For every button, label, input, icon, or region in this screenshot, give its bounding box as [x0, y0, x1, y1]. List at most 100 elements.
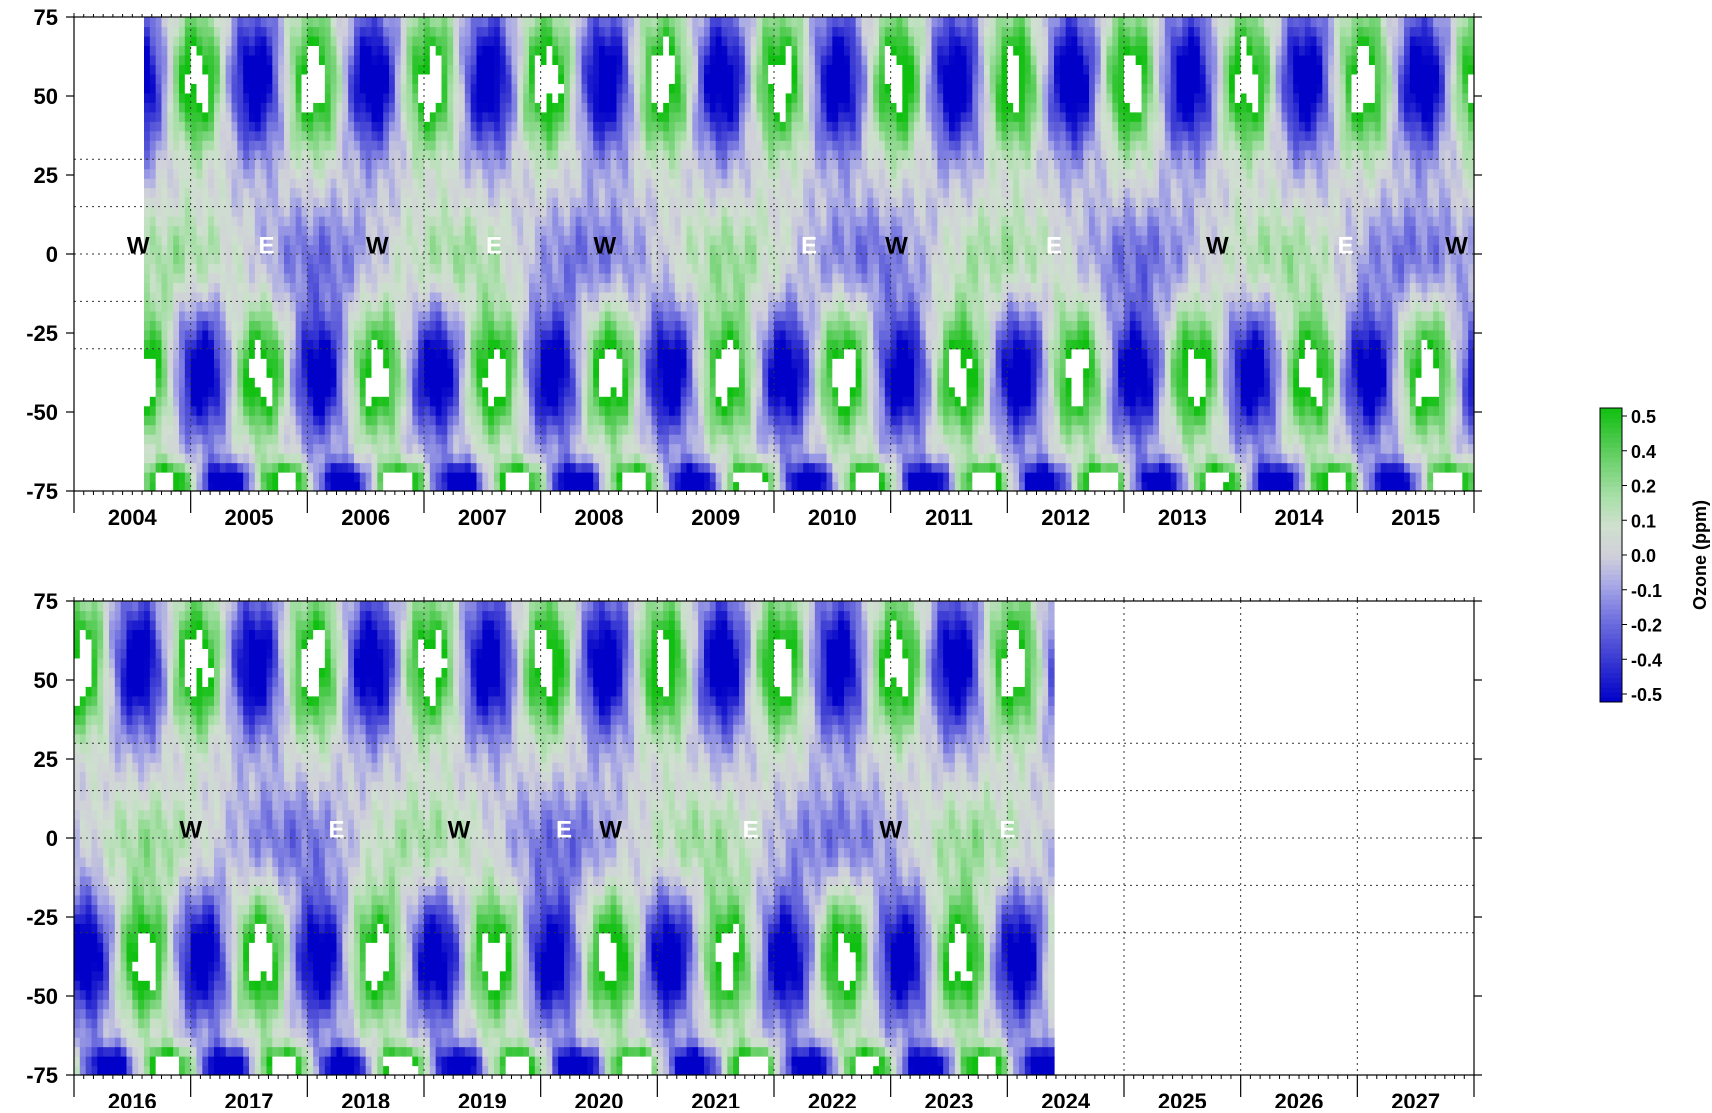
heatmap-cell	[447, 405, 454, 416]
heatmap-cell	[686, 405, 693, 416]
heatmap-cell	[184, 111, 192, 122]
heatmap-cell	[616, 35, 623, 47]
heatmap-cell	[313, 225, 320, 236]
heatmap-cell	[441, 235, 448, 246]
heatmap-cell	[447, 26, 454, 37]
heatmap-cell	[214, 282, 221, 293]
heatmap-cell	[470, 434, 478, 445]
heatmap-cell	[284, 424, 291, 435]
heatmap-cell	[394, 216, 402, 227]
heatmap-cell	[295, 415, 303, 426]
heatmap-cell	[377, 358, 384, 369]
heatmap-cell	[214, 481, 221, 491]
heatmap-cell	[464, 329, 472, 340]
heatmap-cell	[202, 187, 209, 198]
heatmap-cell	[208, 17, 215, 28]
heatmap-cell	[284, 206, 291, 217]
heatmap-cell	[552, 178, 559, 189]
heatmap-cell	[167, 92, 174, 103]
heatmap-cell	[464, 424, 472, 435]
heatmap-cell	[459, 64, 466, 75]
heatmap-cell	[289, 310, 297, 321]
heatmap-cell	[505, 140, 513, 151]
heatmap-cell	[534, 310, 542, 321]
heatmap-cell	[161, 111, 168, 122]
heatmap-cell	[663, 472, 670, 483]
heatmap-cell	[144, 310, 151, 321]
heatmap-cell	[406, 54, 413, 65]
heatmap-cell	[243, 320, 250, 331]
heatmap-cell	[377, 130, 384, 141]
heatmap-cell	[295, 102, 303, 113]
heatmap-cell	[523, 386, 530, 397]
heatmap-cell	[365, 254, 373, 265]
heatmap-cell	[488, 130, 495, 141]
heatmap-cell	[149, 424, 157, 435]
heatmap-cell	[424, 453, 431, 464]
heatmap-cell	[284, 168, 291, 179]
heatmap-cell	[307, 386, 314, 397]
heatmap-cell	[295, 263, 303, 274]
heatmap-cell	[313, 434, 320, 445]
heatmap-cell	[389, 178, 396, 189]
heatmap-cell	[190, 225, 198, 236]
heatmap-cell	[260, 377, 268, 388]
heatmap-cell	[494, 140, 501, 151]
heatmap-cell	[307, 358, 314, 369]
heatmap-cell	[214, 310, 221, 321]
heatmap-cell	[313, 140, 320, 151]
heatmap-cell	[377, 216, 384, 227]
heatmap-cell	[569, 178, 577, 189]
heatmap-cell	[599, 121, 606, 132]
heatmap-cell	[272, 348, 279, 359]
heatmap-cell	[634, 291, 641, 302]
heatmap-cell	[429, 235, 437, 246]
heatmap-cell	[558, 187, 565, 198]
heatmap-cell	[552, 329, 559, 340]
heatmap-cell	[552, 235, 559, 246]
heatmap-cell	[505, 339, 513, 350]
heatmap-cell	[377, 263, 384, 274]
heatmap-cell	[558, 415, 565, 426]
heatmap-cell	[482, 111, 489, 122]
heatmap-cell	[715, 462, 723, 473]
heatmap-cell	[289, 197, 297, 208]
heatmap-cell	[144, 462, 151, 473]
heatmap-cell	[721, 282, 728, 293]
heatmap-cell	[400, 282, 408, 293]
heatmap-cell	[243, 386, 250, 397]
heatmap-cell	[715, 396, 723, 407]
heatmap-cell	[558, 453, 565, 464]
heatmap-cell	[575, 45, 583, 56]
heatmap-cell	[482, 17, 489, 28]
heatmap-cell	[190, 187, 198, 198]
heatmap-cell	[307, 282, 314, 293]
heatmap-cell	[313, 282, 320, 293]
heatmap-cell	[383, 64, 390, 75]
heatmap-cell	[260, 415, 268, 426]
heatmap-cell	[184, 291, 192, 302]
heatmap-cell	[389, 434, 396, 445]
heatmap-cell	[610, 35, 618, 47]
heatmap-cell	[219, 405, 227, 416]
heatmap-cell	[540, 206, 548, 217]
heatmap-cell	[354, 83, 361, 94]
heatmap-cell	[715, 102, 723, 113]
heatmap-cell	[488, 254, 495, 265]
heatmap-cell	[342, 453, 349, 464]
heatmap-cell	[243, 178, 250, 189]
heatmap-cell	[645, 405, 653, 416]
heatmap-cell	[307, 111, 314, 122]
heatmap-cell	[184, 310, 192, 321]
heatmap-cell	[330, 26, 338, 37]
heatmap-cell	[622, 159, 629, 170]
heatmap-cell	[336, 415, 343, 426]
heatmap-cell	[657, 102, 664, 113]
heatmap-cell	[575, 405, 583, 416]
heatmap-cell	[184, 187, 192, 198]
heatmap-cell	[208, 206, 215, 217]
heatmap-cell	[511, 329, 518, 340]
heatmap-cell	[546, 348, 553, 359]
heatmap-cell	[173, 64, 180, 75]
heatmap-cell	[249, 168, 256, 179]
